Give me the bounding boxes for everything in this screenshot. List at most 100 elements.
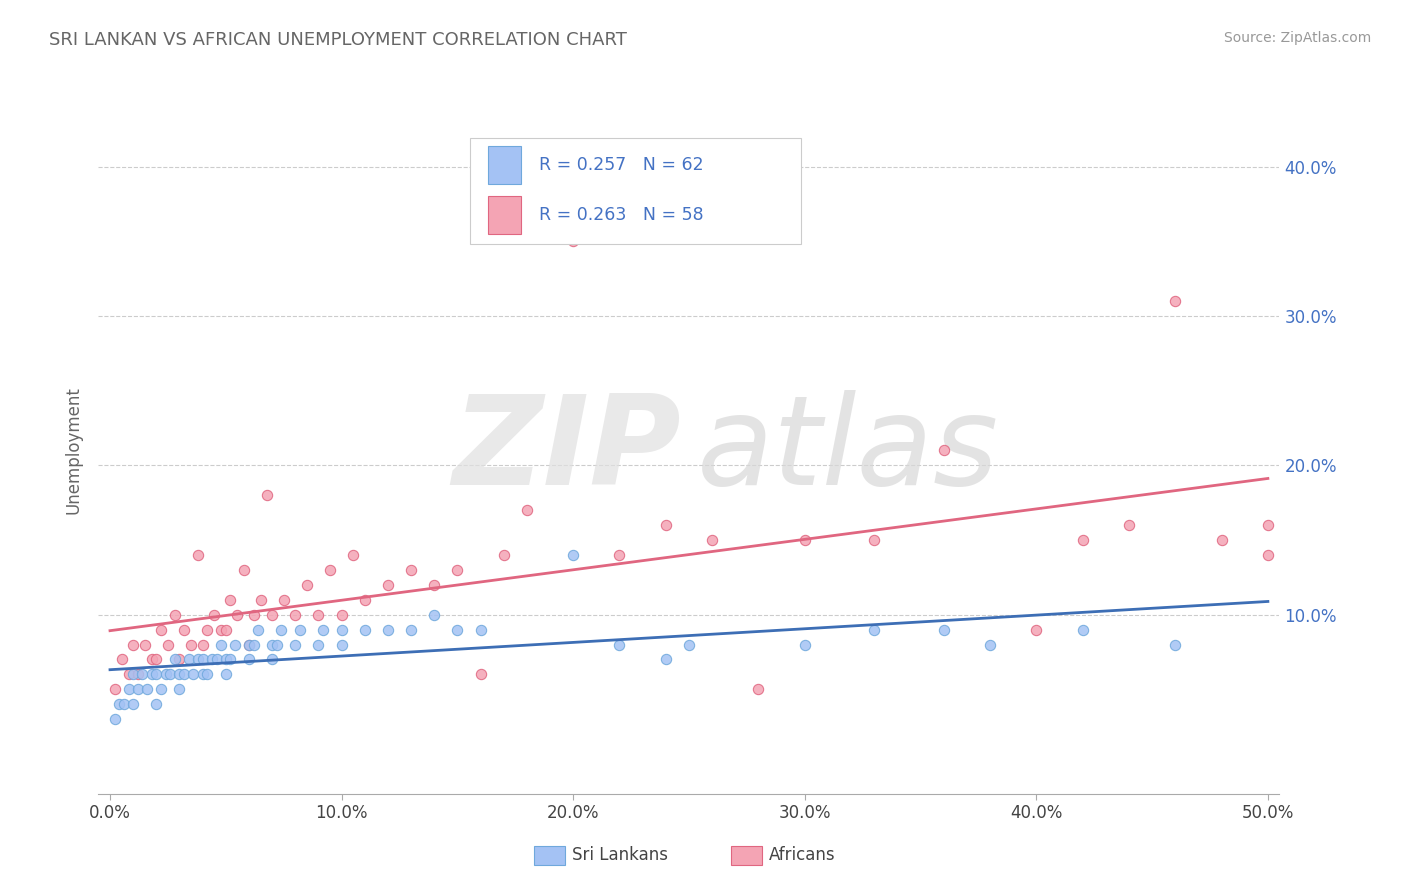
Point bbox=[747, 682, 769, 697]
Y-axis label: Unemployment: Unemployment bbox=[65, 386, 83, 515]
Point bbox=[149, 623, 172, 637]
Point bbox=[330, 623, 353, 637]
Point bbox=[127, 667, 149, 681]
Point bbox=[183, 667, 205, 681]
Point bbox=[562, 235, 585, 249]
Point bbox=[284, 638, 307, 652]
Point bbox=[104, 682, 127, 697]
Point bbox=[108, 698, 131, 712]
Point bbox=[342, 548, 364, 562]
Point bbox=[163, 607, 186, 622]
Point bbox=[117, 667, 139, 681]
Point bbox=[242, 638, 264, 652]
Text: SRI LANKAN VS AFRICAN UNEMPLOYMENT CORRELATION CHART: SRI LANKAN VS AFRICAN UNEMPLOYMENT CORRE… bbox=[49, 31, 627, 49]
Point bbox=[233, 563, 256, 577]
Point bbox=[1071, 533, 1094, 547]
Point bbox=[863, 623, 886, 637]
Point bbox=[219, 652, 242, 666]
Point bbox=[149, 682, 172, 697]
Point bbox=[377, 578, 399, 592]
Point bbox=[319, 563, 342, 577]
Bar bbox=[488, 196, 522, 234]
Point bbox=[1257, 548, 1279, 562]
Point bbox=[215, 623, 238, 637]
Point bbox=[353, 623, 375, 637]
Point bbox=[249, 592, 271, 607]
Text: Sri Lankans: Sri Lankans bbox=[572, 847, 668, 864]
Point bbox=[122, 638, 145, 652]
Point bbox=[215, 667, 238, 681]
Point bbox=[191, 638, 214, 652]
Point bbox=[226, 607, 249, 622]
Point bbox=[177, 652, 200, 666]
Point bbox=[330, 638, 353, 652]
Point bbox=[201, 652, 224, 666]
Point bbox=[141, 652, 163, 666]
Point bbox=[141, 667, 163, 681]
Point bbox=[195, 623, 218, 637]
Point bbox=[932, 443, 955, 458]
Point bbox=[205, 652, 228, 666]
Point bbox=[169, 667, 191, 681]
Point bbox=[127, 682, 149, 697]
Point bbox=[979, 638, 1001, 652]
Point bbox=[187, 652, 209, 666]
Bar bbox=[488, 146, 522, 184]
Point bbox=[609, 548, 631, 562]
Point bbox=[104, 712, 127, 726]
Point bbox=[284, 607, 307, 622]
Point bbox=[655, 652, 678, 666]
Point bbox=[377, 623, 399, 637]
Point bbox=[793, 638, 815, 652]
Text: R = 0.257   N = 62: R = 0.257 N = 62 bbox=[538, 156, 703, 174]
Point bbox=[399, 563, 422, 577]
Point bbox=[155, 667, 177, 681]
Point bbox=[307, 607, 329, 622]
Point bbox=[202, 607, 225, 622]
Point bbox=[209, 638, 232, 652]
Point bbox=[242, 607, 264, 622]
Point bbox=[256, 488, 278, 502]
Point bbox=[793, 533, 815, 547]
Point bbox=[423, 607, 446, 622]
Point bbox=[330, 607, 353, 622]
Point bbox=[353, 592, 375, 607]
Point bbox=[1257, 518, 1279, 533]
Point bbox=[700, 533, 723, 547]
Point bbox=[288, 623, 311, 637]
Point bbox=[159, 667, 181, 681]
Point bbox=[262, 652, 284, 666]
Point bbox=[470, 623, 492, 637]
Point bbox=[307, 638, 329, 652]
Point bbox=[191, 652, 214, 666]
Point bbox=[1025, 623, 1047, 637]
Point bbox=[112, 698, 135, 712]
Point bbox=[145, 652, 167, 666]
Point bbox=[562, 548, 585, 562]
Point bbox=[238, 638, 260, 652]
Text: R = 0.263   N = 58: R = 0.263 N = 58 bbox=[538, 206, 703, 224]
Point bbox=[1164, 638, 1187, 652]
Point bbox=[312, 623, 335, 637]
Point bbox=[122, 667, 145, 681]
Point bbox=[863, 533, 886, 547]
Point bbox=[117, 682, 139, 697]
Text: atlas: atlas bbox=[697, 390, 1000, 511]
Point bbox=[423, 578, 446, 592]
Point bbox=[295, 578, 318, 592]
Point bbox=[122, 698, 145, 712]
Point bbox=[191, 667, 214, 681]
Point bbox=[678, 638, 700, 652]
Point bbox=[247, 623, 270, 637]
Point bbox=[219, 592, 242, 607]
Point bbox=[180, 638, 202, 652]
Point bbox=[173, 623, 195, 637]
Text: ZIP: ZIP bbox=[451, 390, 681, 511]
Point bbox=[266, 638, 288, 652]
Point bbox=[262, 607, 284, 622]
Point bbox=[173, 667, 195, 681]
Point bbox=[1164, 294, 1187, 309]
Point bbox=[169, 652, 191, 666]
Point bbox=[238, 652, 260, 666]
Point bbox=[145, 698, 167, 712]
